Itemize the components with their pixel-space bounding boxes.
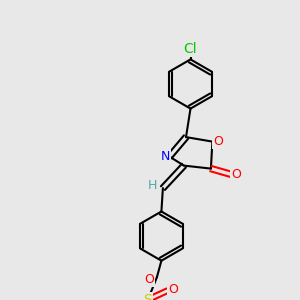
Text: Cl: Cl [184, 42, 197, 56]
Text: H: H [148, 178, 157, 192]
Text: N: N [160, 150, 170, 163]
Text: O: O [145, 273, 154, 286]
Text: S: S [143, 293, 152, 300]
Text: O: O [168, 283, 178, 296]
Text: O: O [213, 135, 223, 148]
Text: O: O [232, 168, 241, 181]
